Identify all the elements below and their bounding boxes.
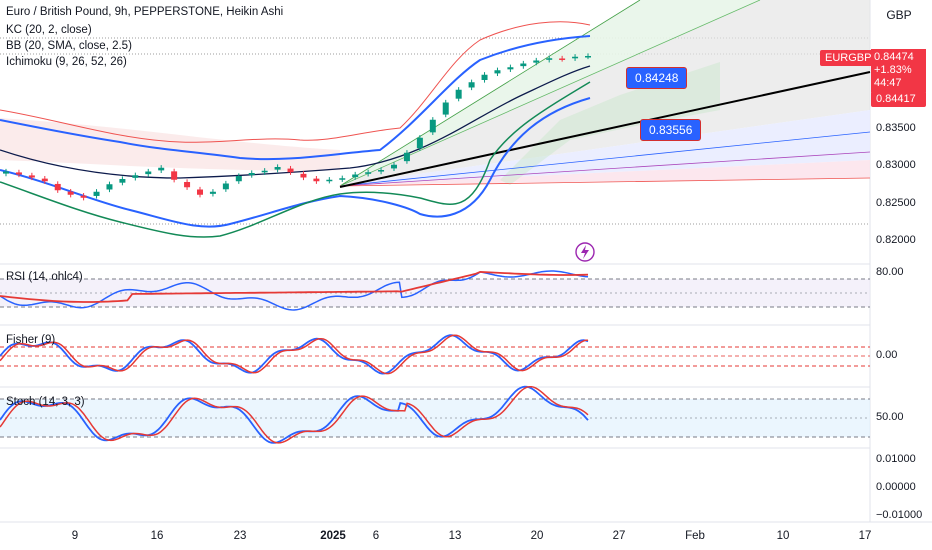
candle-body <box>520 63 527 67</box>
gridlines <box>0 0 932 523</box>
stoch-k-line <box>0 385 589 444</box>
candles-group <box>3 53 591 201</box>
last-price-block: 0.84474 +1.83% 44:47 <box>871 49 926 92</box>
bottom-tick-1: 0.00000 <box>876 481 916 493</box>
candle-body <box>313 178 320 182</box>
time-tick-6: 20 <box>530 530 544 542</box>
time-tick-7: 27 <box>612 530 626 542</box>
candle-body <box>455 89 462 99</box>
candle-body <box>3 171 9 174</box>
candle-body <box>326 179 333 182</box>
candle-body <box>261 170 268 173</box>
candle-body <box>106 184 113 190</box>
bb-lower <box>0 81 591 238</box>
bar-countdown: 44:47 <box>874 77 902 89</box>
candle-body <box>403 152 410 162</box>
candle-body <box>287 168 294 173</box>
candle-body <box>585 56 591 58</box>
indicator-ichimoku[interactable]: Ichimoku (9, 26, 52, 26) <box>6 56 127 68</box>
candle-body <box>132 175 139 178</box>
candle-body <box>533 60 540 63</box>
time-tick-0: 9 <box>71 530 79 542</box>
bottom-tick-2: −0.01000 <box>876 509 923 521</box>
candle-body <box>93 191 100 196</box>
candle-body <box>158 167 165 171</box>
candle-body <box>416 137 423 149</box>
stoch-title: Stoch (14, 3, 3) <box>6 396 85 408</box>
indicator-bb[interactable]: BB (20, SMA, close, 2.5) <box>6 40 132 52</box>
kijun-line <box>0 65 591 179</box>
time-tick-3: 2025 <box>320 530 346 542</box>
secondary-price-tag: 0.84417 <box>871 91 926 107</box>
time-tick-10: 17 <box>858 530 872 542</box>
candle-body <box>222 183 229 190</box>
time-tick-1: 16 <box>150 530 164 542</box>
indicator-kc[interactable]: KC (20, 2, close) <box>6 24 92 36</box>
candle-body <box>145 171 152 175</box>
ichimoku-cloud <box>0 118 340 171</box>
price-tick-0: 0.83500 <box>876 122 916 134</box>
candle-body <box>481 74 488 80</box>
rsi-tick: 80.00 <box>876 266 904 278</box>
price-tick-3: 0.82000 <box>876 234 916 246</box>
time-tick-2: 23 <box>233 530 247 542</box>
symbol-tag: EURGBP <box>820 50 877 66</box>
candle-body <box>546 58 553 60</box>
fisher-title: Fisher (9) <box>6 334 56 346</box>
candle-body <box>274 167 281 170</box>
candle-body <box>300 173 307 178</box>
price-tick-2: 0.82500 <box>876 197 916 209</box>
candle-body <box>248 173 255 176</box>
candle-body <box>197 189 203 195</box>
rsi-title: RSI (14, ohlc4) <box>6 271 83 283</box>
kc-lower <box>0 97 591 228</box>
candle-body <box>352 174 359 178</box>
time-tick-8: Feb <box>685 530 705 542</box>
callout-upper[interactable]: 0.84248 <box>626 67 688 89</box>
candle-body <box>41 178 48 182</box>
candle-body <box>559 58 566 60</box>
candle-body <box>28 175 35 178</box>
last-price: 0.84474 <box>874 51 914 63</box>
price-change: +1.83% <box>874 64 912 76</box>
candle-body <box>494 70 501 74</box>
kc-upper <box>0 35 591 161</box>
rsi-ma-line <box>0 270 589 303</box>
candle-body <box>572 56 579 59</box>
candle-body <box>209 191 216 194</box>
candle-body <box>171 171 178 180</box>
candle-body <box>67 191 74 195</box>
candle-body <box>429 119 436 133</box>
candle-body <box>468 82 475 88</box>
fisher-tick: 0.00 <box>876 349 898 361</box>
candle-body <box>15 172 22 175</box>
chart-title: Euro / British Pound, 9h, PEPPERSTONE, H… <box>6 6 284 18</box>
candle-body <box>442 102 449 115</box>
candle-body <box>378 170 385 172</box>
trend-line[interactable] <box>339 71 871 188</box>
time-tick-4: 6 <box>372 530 380 542</box>
candle-body <box>391 164 397 169</box>
bb-upper <box>0 21 591 143</box>
fan-rays <box>339 0 871 187</box>
candle-body <box>365 172 372 174</box>
time-tick-5: 13 <box>448 530 462 542</box>
time-tick-9: 10 <box>776 530 790 542</box>
candle-body <box>80 195 87 198</box>
candle-body <box>184 182 191 188</box>
stoch-d-line <box>0 385 589 444</box>
callout-lower[interactable]: 0.83556 <box>640 119 702 141</box>
fisher-trigger-line <box>0 334 589 375</box>
candle-body <box>119 179 126 183</box>
stoch-tick: 50.00 <box>876 411 904 423</box>
candle-body <box>54 183 61 191</box>
currency-selector[interactable]: GBP <box>886 8 912 22</box>
candle-body <box>339 178 346 180</box>
lightning-icon[interactable] <box>575 242 595 262</box>
candle-body <box>507 67 514 70</box>
price-tick-1: 0.83000 <box>876 159 916 171</box>
candle-body <box>235 176 242 182</box>
bottom-tick-0: 0.01000 <box>876 453 916 465</box>
